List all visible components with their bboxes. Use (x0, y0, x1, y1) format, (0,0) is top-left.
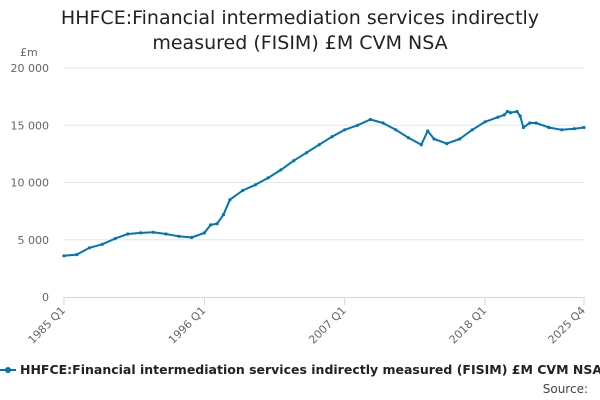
x-tick-label: 2025 Q4 (546, 304, 589, 347)
data-point (190, 235, 194, 240)
data-point (209, 223, 213, 227)
data-point (215, 222, 219, 226)
data-point (394, 128, 398, 132)
data-point (432, 137, 436, 141)
data-point (406, 136, 411, 140)
data-point (330, 135, 334, 139)
data-point (221, 213, 226, 217)
y-tick-label: 5 000 (18, 234, 50, 247)
x-tick-label: 1996 Q1 (166, 304, 209, 347)
y-axis-ticks: 0 5 000 10 000 15 000 20 000 (11, 62, 50, 304)
y-unit-label: £m (20, 46, 38, 59)
data-point (253, 183, 257, 187)
data-point (368, 117, 372, 122)
data-point (505, 109, 509, 114)
x-axis-ticks: 1985 Q1 1996 Q1 2007 Q1 2018 Q1 2025 Q4 (26, 297, 589, 347)
data-point (381, 121, 385, 125)
data-point (528, 121, 532, 125)
data-point (419, 143, 423, 147)
legend-label: HHFCE:Financial intermediation services … (20, 362, 600, 377)
data-point (87, 246, 92, 250)
y-tick-label: 10 000 (11, 177, 50, 190)
data-point (572, 127, 577, 131)
legend-swatch (0, 366, 16, 373)
data-point (304, 151, 309, 155)
data-point (241, 188, 245, 193)
x-tick-label: 2007 Q1 (306, 304, 349, 347)
data-point (343, 128, 347, 132)
data-point (317, 143, 321, 147)
chart-title: HHFCE:Financial intermediation services … (0, 6, 600, 56)
legend: HHFCE:Financial intermediation services … (0, 362, 600, 377)
series-line (62, 109, 586, 258)
chart-title-line-1: HHFCE:Financial intermediation services … (60, 7, 540, 29)
data-point (113, 237, 117, 241)
data-point (445, 142, 449, 146)
data-point (518, 114, 522, 118)
data-point (100, 242, 104, 246)
data-point (521, 125, 526, 130)
x-tick-label: 2018 Q1 (447, 304, 490, 347)
source-label: Source: (542, 382, 588, 396)
y-tick-label: 0 (42, 291, 49, 304)
data-point (139, 231, 143, 235)
data-point (202, 231, 206, 235)
data-point (502, 113, 506, 117)
data-point (560, 128, 564, 132)
data-point (534, 121, 538, 125)
data-point (582, 125, 586, 130)
y-tick-label: 15 000 (11, 119, 50, 132)
data-point (515, 109, 519, 114)
series-layer (62, 109, 586, 258)
data-point (164, 232, 168, 236)
data-point (151, 230, 155, 234)
data-point (509, 111, 513, 115)
data-point (228, 198, 232, 202)
series-path (63, 110, 585, 257)
data-point (458, 137, 462, 141)
x-tick-label: 1985 Q1 (26, 304, 69, 347)
data-point (75, 253, 79, 257)
data-point (62, 254, 66, 258)
data-point (266, 176, 270, 180)
data-point (496, 115, 500, 119)
y-tick-label: 20 000 (11, 62, 50, 75)
data-point (292, 159, 296, 163)
data-point (470, 128, 474, 132)
data-point (355, 123, 360, 127)
gridlines (64, 67, 584, 298)
chart-title-line-2: measured (FISIM) £M CVM NSA (152, 32, 448, 54)
data-point (547, 125, 551, 130)
data-point (426, 129, 430, 133)
data-point (483, 120, 487, 124)
data-point (279, 168, 283, 172)
data-point (177, 234, 181, 238)
data-point (126, 232, 130, 236)
